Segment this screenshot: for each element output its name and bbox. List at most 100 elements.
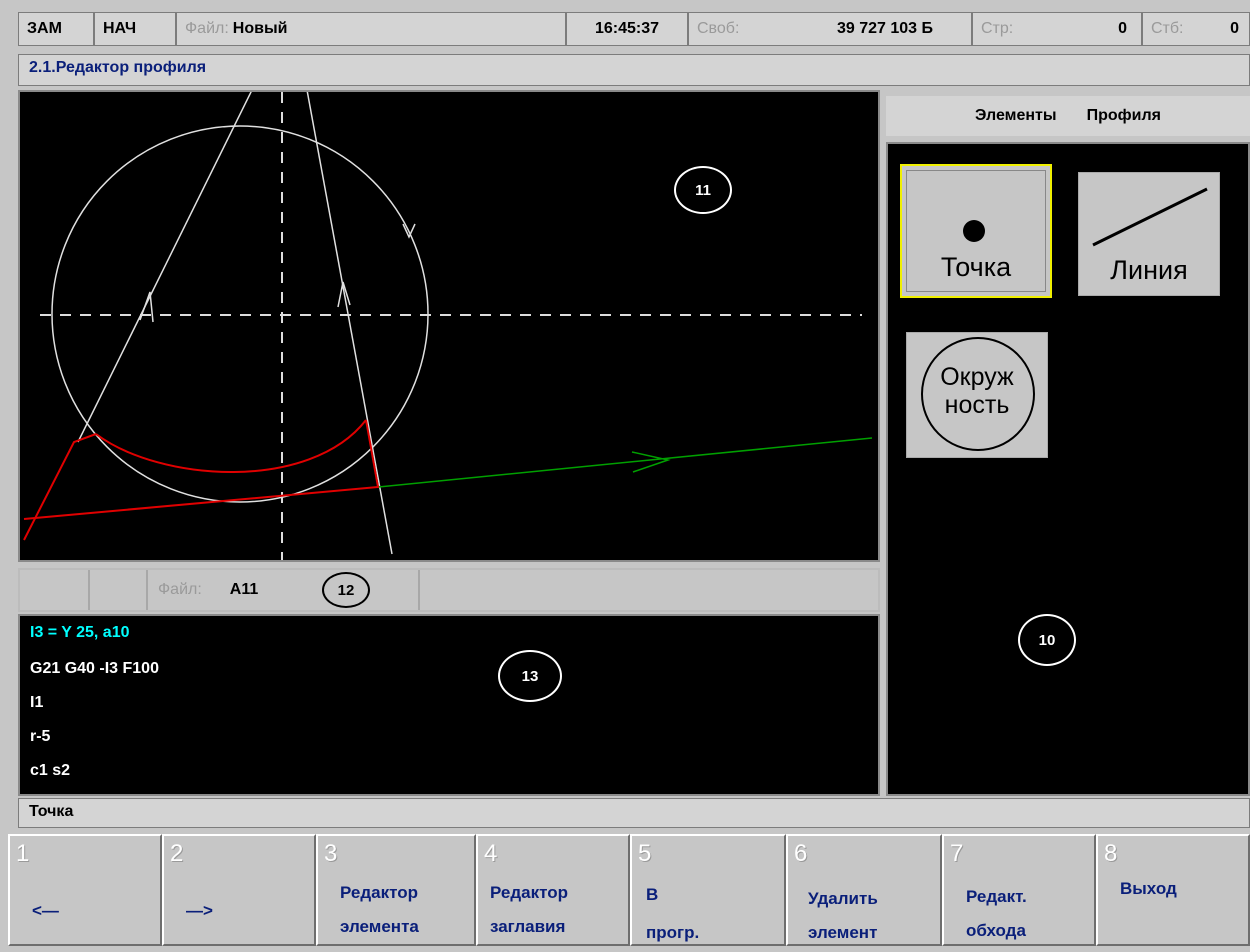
- line-left-arrow: [139, 291, 154, 323]
- code-line-4[interactable]: r-5: [30, 728, 51, 745]
- callout-12-label: 12: [337, 581, 355, 599]
- mode-nach-cell[interactable]: НАЧ: [94, 12, 176, 46]
- elements-panel-header: Элементы Профиля: [886, 96, 1250, 136]
- point-tile-label: Точка: [940, 252, 1012, 282]
- clock-cell: 16:45:37: [566, 12, 688, 46]
- program-code-view[interactable]: I3 = Y 25, a10 G21 G40 -I3 F100 I1 r-5 c…: [18, 614, 880, 796]
- fkey-3-label: Редактор элемента: [340, 876, 419, 944]
- row-cell: Стр: 0: [972, 12, 1142, 46]
- profile-drawing: [23, 92, 873, 560]
- filebar-file-cell: Файл: A11 12: [148, 570, 420, 610]
- fkey-5-number: 5: [638, 840, 654, 867]
- code-line-3[interactable]: I1: [30, 694, 44, 711]
- fkey-4-line1: Редактор: [490, 883, 568, 902]
- filebar-file-name: A11: [229, 581, 259, 598]
- clock: 16:45:37: [594, 20, 660, 37]
- code-line-1[interactable]: I3 = Y 25, a10: [30, 624, 130, 641]
- point-dot-icon: [963, 220, 985, 242]
- col-cell: Стб: 0: [1142, 12, 1250, 46]
- fkey-2-number: 2: [170, 840, 186, 867]
- fkey-2-label: —>: [186, 896, 213, 926]
- circle-tile-label-2: ность: [944, 391, 1010, 419]
- free-label: Своб:: [697, 20, 740, 37]
- mode-nach: НАЧ: [103, 20, 137, 37]
- green-element-line: [377, 437, 873, 488]
- code-line-2[interactable]: G21 G40 -I3 F100: [30, 660, 159, 677]
- fkey-4-line2: заглавия: [490, 917, 566, 936]
- callout-13-label: 13: [521, 667, 539, 685]
- fkey-8-number: 8: [1104, 840, 1120, 867]
- line-tile-label: Линия: [1110, 255, 1188, 285]
- file-status-cell: Файл: Новый: [176, 12, 566, 46]
- fkey-1-number: 1: [16, 840, 32, 867]
- fkey-8-label: Выход: [1120, 874, 1177, 904]
- fkey-8-line1: Выход: [1120, 879, 1177, 898]
- fkey-6-button[interactable]: 6 Удалить элемент: [786, 834, 942, 946]
- free-value: 39 727 103 Б: [836, 20, 933, 37]
- construction-circle: [51, 125, 429, 503]
- red-profile-arc: [95, 419, 367, 473]
- fkey-7-number: 7: [950, 840, 966, 867]
- current-element-text: Точка: [29, 803, 74, 820]
- fkey-1-button[interactable]: 1 <—: [8, 834, 162, 946]
- callout-11: 11: [674, 166, 732, 214]
- green-line-arrow: [631, 451, 671, 473]
- program-file-bar: Файл: A11 12: [18, 568, 880, 612]
- red-profile-contour: [23, 433, 97, 541]
- fkey-7-label: Редакт. обхода: [966, 880, 1027, 948]
- row-value: 0: [1118, 20, 1127, 37]
- fkey-8-button[interactable]: 8 Выход: [1096, 834, 1250, 946]
- callout-10-label: 10: [1038, 631, 1056, 649]
- fkey-5-line2: прогр.: [646, 923, 700, 942]
- fkey-6-label: Удалить элемент: [808, 882, 878, 950]
- callout-12: 12: [322, 572, 370, 608]
- profile-graphics-view[interactable]: 11: [18, 90, 880, 562]
- callout-13: 13: [498, 650, 562, 702]
- fkey-3-line2: элемента: [340, 917, 419, 936]
- fkey-7-button[interactable]: 7 Редакт. обхода: [942, 834, 1096, 946]
- fkey-3-line1: Редактор: [340, 883, 418, 902]
- circle-tile-icon: [921, 337, 1035, 451]
- line-tile-icon: [1092, 187, 1208, 247]
- fkey-1-label: <—: [32, 896, 59, 926]
- callout-10: 10: [1018, 614, 1076, 666]
- code-line-5[interactable]: c1 s2: [30, 762, 71, 779]
- file-name: Новый: [232, 20, 288, 37]
- elements-panel: Точка Линия Окруж ность 10: [886, 142, 1250, 796]
- construction-line-left: [77, 92, 252, 443]
- red-profile-line: [23, 419, 380, 520]
- fkey-6-number: 6: [794, 840, 810, 867]
- window-title: 2.1.Редактор профиля: [18, 54, 1250, 86]
- circle-tile[interactable]: Окруж ность: [906, 332, 1048, 458]
- fkey-2-button[interactable]: 2 —>: [162, 834, 316, 946]
- fkey-7-line2: обхода: [966, 921, 1026, 940]
- mode-zam: ЗАМ: [27, 20, 62, 37]
- row-label: Стр:: [981, 20, 1014, 37]
- fkey-5-button[interactable]: 5 В прогр.: [630, 834, 786, 946]
- elements-header-word1: Элементы: [975, 107, 1057, 124]
- fkey-5-line1: В: [646, 885, 659, 904]
- filebar-cell-2: [90, 570, 148, 610]
- mode-zam-cell[interactable]: ЗАМ: [18, 12, 94, 46]
- construction-line-right: [306, 92, 393, 555]
- fkey-4-label: Редактор заглавия: [490, 876, 568, 944]
- col-value: 0: [1230, 20, 1239, 37]
- current-element-status: Точка: [18, 798, 1250, 828]
- fkey-3-button[interactable]: 3 Редактор элемента: [316, 834, 476, 946]
- col-label: Стб:: [1151, 20, 1184, 37]
- line-tile[interactable]: Линия: [1078, 172, 1220, 296]
- window-title-text: 2.1.Редактор профиля: [29, 59, 207, 76]
- fkey-4-button[interactable]: 4 Редактор заглавия: [476, 834, 630, 946]
- fkey-1-line1: <—: [32, 901, 59, 920]
- free-memory-cell: Своб: 39 727 103 Б: [688, 12, 972, 46]
- fkey-4-number: 4: [484, 840, 500, 867]
- filebar-file-label: Файл:: [158, 581, 202, 598]
- fkey-5-label: В прогр.: [646, 876, 699, 952]
- callout-11-label: 11: [695, 181, 711, 199]
- fkey-6-line2: элемент: [808, 923, 878, 942]
- fkey-2-line1: —>: [186, 901, 213, 920]
- point-tile[interactable]: Точка: [900, 164, 1052, 298]
- fkey-6-line1: Удалить: [808, 889, 878, 908]
- filebar-cell-1: [20, 570, 90, 610]
- elements-header-word2: Профиля: [1086, 107, 1161, 124]
